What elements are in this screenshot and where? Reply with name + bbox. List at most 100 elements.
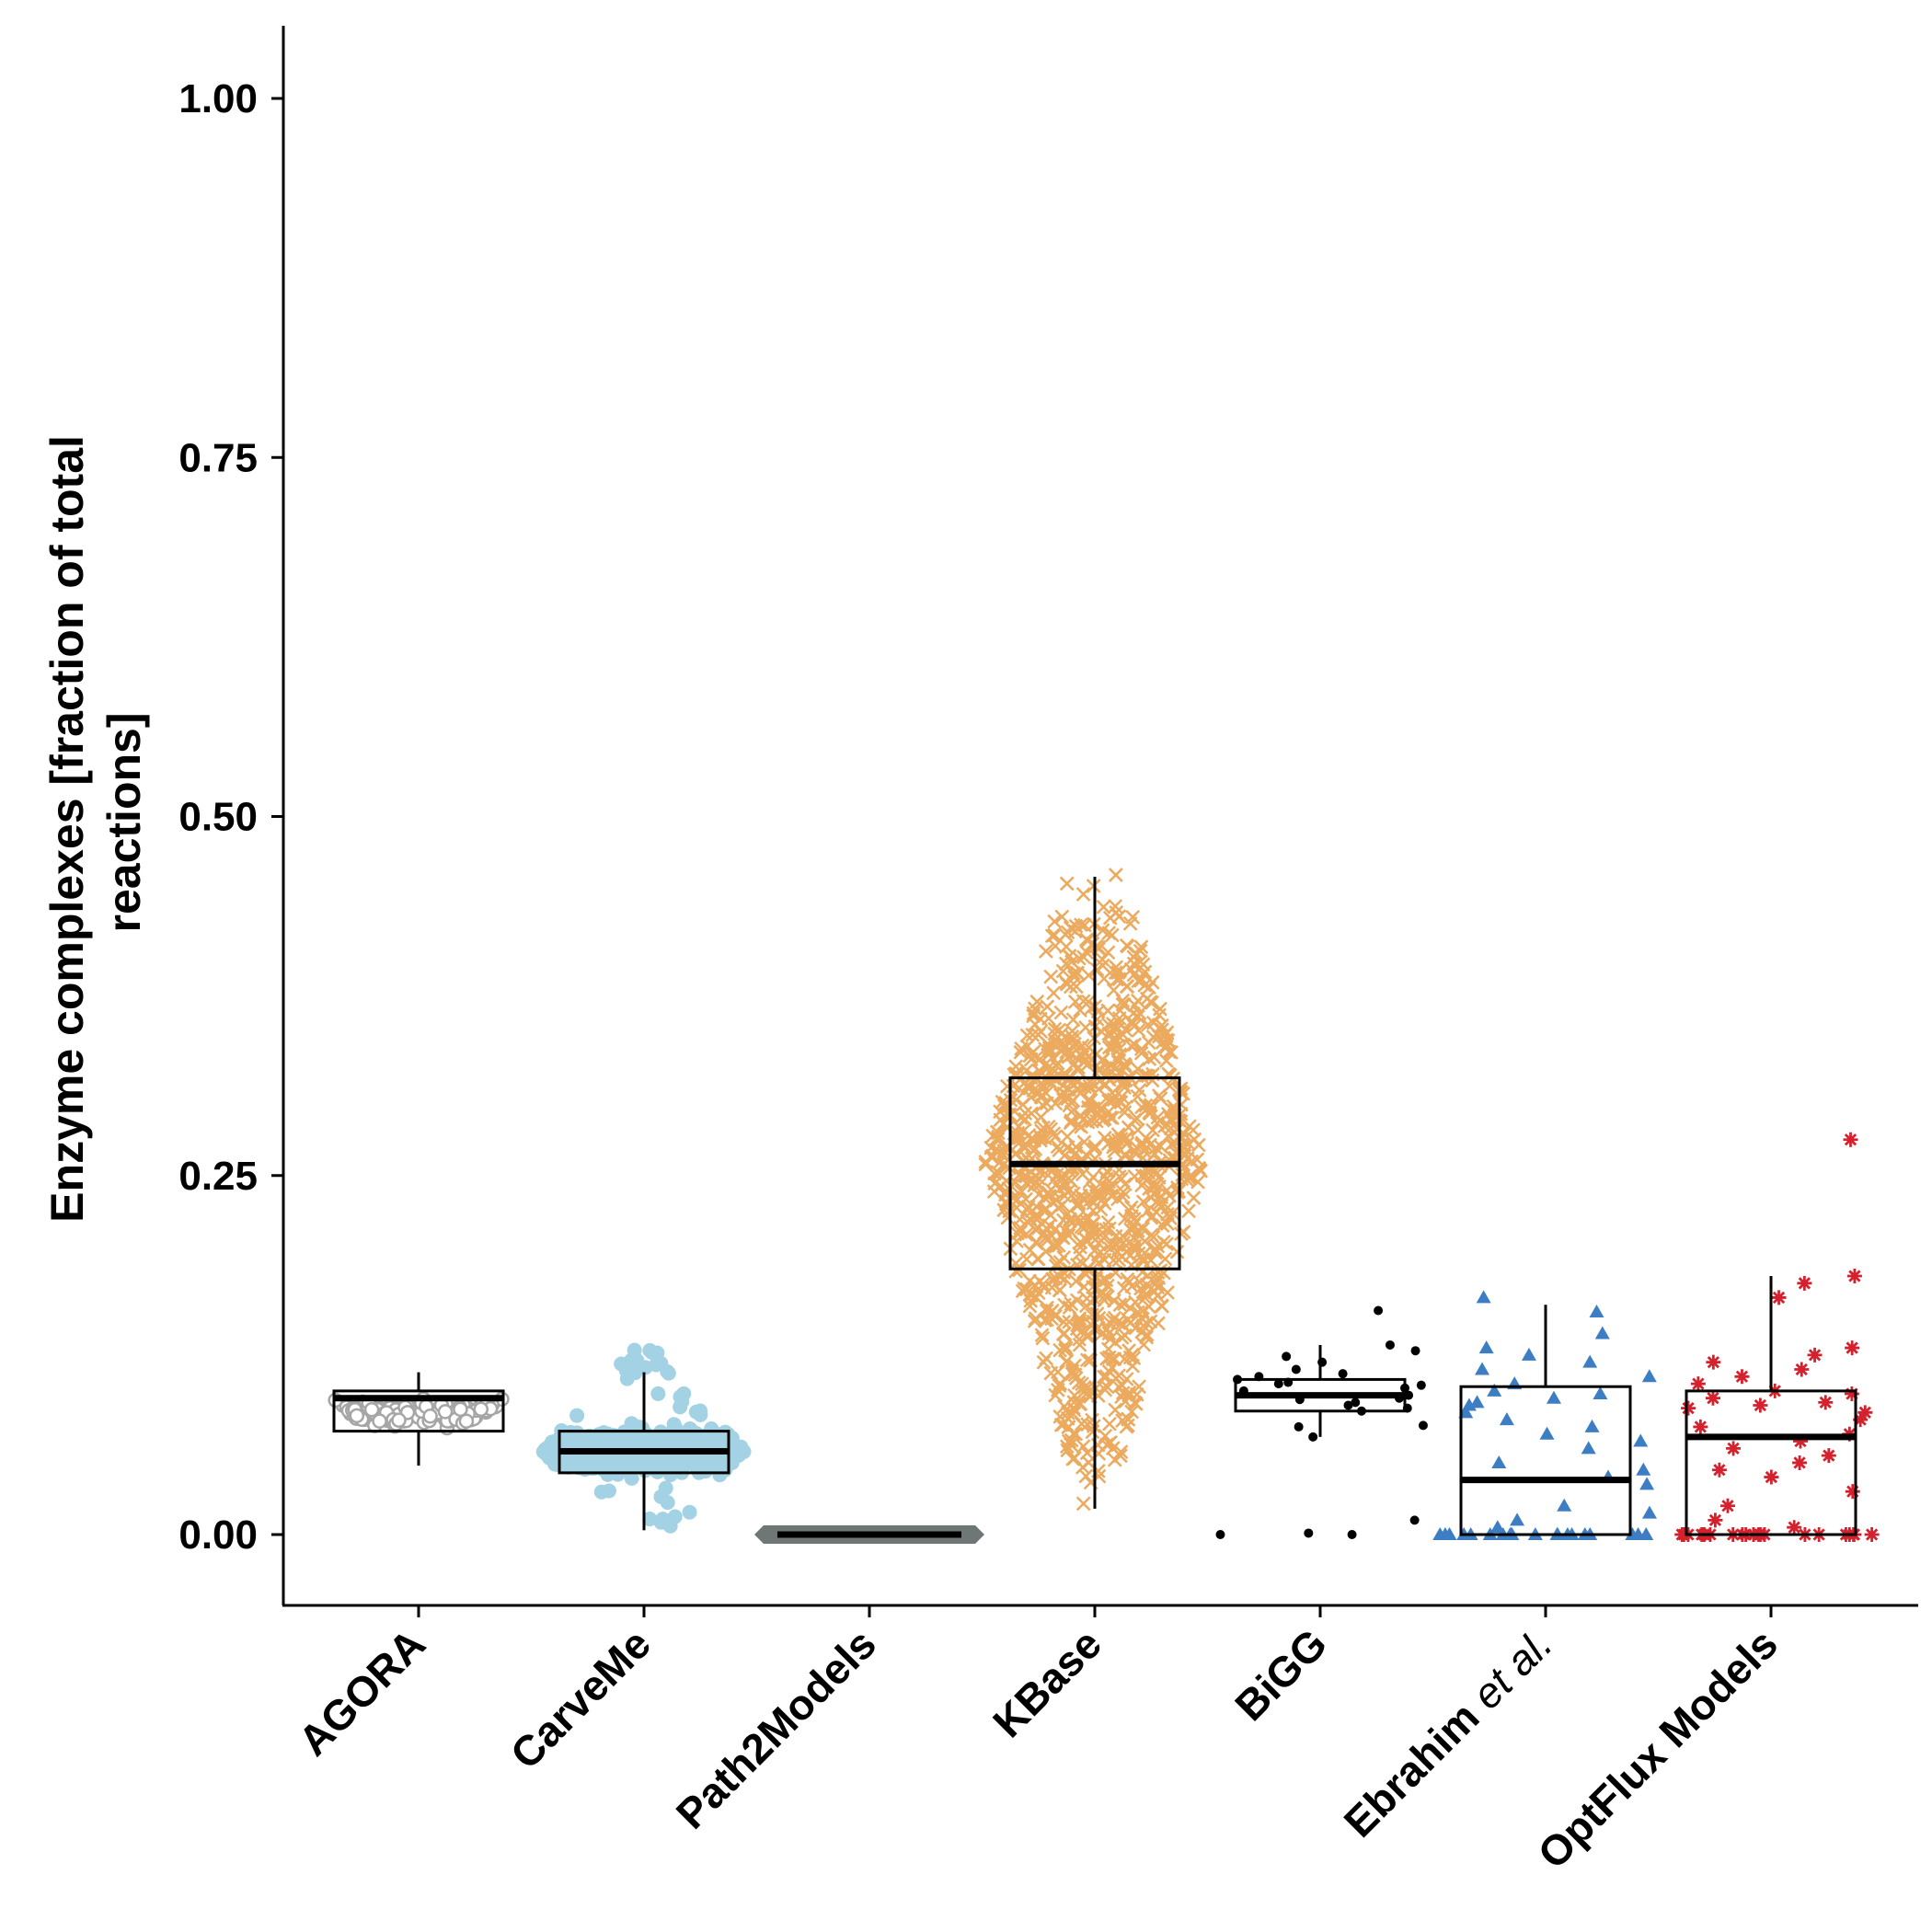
data-point: [422, 1409, 438, 1424]
data-point: [1126, 949, 1142, 965]
data-point: [1076, 1134, 1092, 1150]
data-point: [1582, 1354, 1598, 1368]
data-point: [1639, 1527, 1654, 1540]
data-point: [1037, 1190, 1052, 1205]
data-point: [987, 1176, 1003, 1191]
data-point: [1048, 938, 1063, 954]
data-point: [1173, 1081, 1189, 1097]
data-point: [1181, 1203, 1196, 1219]
data-point: [1273, 1379, 1283, 1389]
data-point: [1102, 1241, 1118, 1257]
data-point: [1157, 1251, 1173, 1267]
data-point: [1385, 1340, 1395, 1350]
x-tick-label: Path2Models: [667, 1619, 885, 1837]
data-point: [1169, 1244, 1185, 1259]
data-point: [1625, 1527, 1640, 1540]
data-point: [1047, 1129, 1063, 1144]
data-point: [1133, 1041, 1149, 1056]
data-point: [1044, 928, 1060, 944]
data-point: [653, 1514, 669, 1530]
boxplot-ebrahim: [1459, 1305, 1632, 1536]
data-point: [992, 1156, 1006, 1170]
data-point: [1120, 1271, 1135, 1287]
data-point: [1125, 1006, 1141, 1021]
axes: [282, 26, 1918, 1607]
data-point: [1010, 1191, 1025, 1207]
data-point: [1031, 1052, 1047, 1068]
data-point: [1047, 914, 1063, 929]
data-point: [1088, 1113, 1104, 1129]
y-tick-label: 0.75: [178, 435, 258, 480]
data-point: [1000, 1120, 1015, 1135]
data-point: [1143, 1137, 1157, 1153]
data-point: [1098, 1068, 1112, 1084]
data-point: [1040, 1221, 1055, 1236]
data-point: [662, 1467, 678, 1483]
data-point: [1174, 1226, 1189, 1241]
data-point: [1081, 1380, 1096, 1395]
data-point: [1114, 1316, 1130, 1331]
data-point: [1108, 1402, 1123, 1418]
data-point: [1132, 1083, 1147, 1098]
data-point: [1124, 1279, 1140, 1294]
data-point: [1019, 1175, 1034, 1190]
data-point: [1057, 1326, 1072, 1341]
data-point: [1096, 899, 1111, 914]
y-ticks: 0.00 0.25 0.50 0.75 1.00: [178, 76, 283, 1558]
data-point: [1080, 1417, 1095, 1432]
data-point: [1787, 1520, 1802, 1535]
data-point: [453, 1401, 468, 1418]
data-point: [1374, 1305, 1384, 1316]
data-point: [1807, 1347, 1823, 1363]
data-point: [1126, 1018, 1142, 1034]
data-point: [1036, 1354, 1052, 1370]
data-point: [1115, 1190, 1131, 1204]
data-point: [1416, 1380, 1426, 1390]
data-point: [1853, 1412, 1869, 1428]
data-point: [1025, 1027, 1041, 1042]
data-point: [1127, 1037, 1143, 1052]
data-point: [559, 1435, 575, 1451]
data-point: [626, 1352, 641, 1368]
data-point: [1109, 972, 1124, 987]
data-point: [1033, 1110, 1049, 1125]
box-iqr: [332, 1389, 505, 1433]
data-point: [1693, 1419, 1708, 1434]
data-point: [1126, 1241, 1142, 1257]
data-point: [1030, 1209, 1046, 1225]
data-point: [1117, 1211, 1133, 1226]
data-point: [1291, 1364, 1301, 1374]
data-point: [1060, 1443, 1075, 1458]
boxplot-kbase: [1008, 877, 1181, 1509]
data-point: [682, 1504, 697, 1520]
data-point: [991, 1144, 1006, 1159]
data-point: [1169, 1145, 1184, 1161]
data-point: [1068, 918, 1084, 934]
data-point: [1215, 1530, 1225, 1539]
data-point: [1028, 1311, 1043, 1327]
data-point: [1085, 1307, 1099, 1323]
data-point: [1705, 1390, 1720, 1406]
data-point: [1641, 1505, 1657, 1519]
data-point: [1089, 1306, 1105, 1321]
x-tick-label-text: AGORA: [289, 1619, 434, 1765]
data-point: [1052, 1378, 1067, 1394]
data-point: [1048, 1271, 1064, 1286]
x-tick-label-text: BiGG: [1225, 1619, 1336, 1730]
data-point: [1111, 1379, 1126, 1395]
data-point: [1086, 1280, 1100, 1294]
data-point: [1080, 933, 1096, 949]
data-point: [1060, 1140, 1075, 1155]
data-point: [1013, 1110, 1029, 1125]
data-point: [349, 1408, 365, 1424]
data-point: [1019, 1251, 1034, 1267]
data-point: [1146, 1050, 1162, 1065]
data-point: [1099, 1164, 1115, 1179]
data-point: [1072, 1337, 1087, 1352]
data-point: [1075, 1049, 1090, 1064]
data-point: [1075, 887, 1091, 902]
data-point: [1082, 1078, 1098, 1094]
data-point: [1594, 1326, 1610, 1340]
data-point: [614, 1356, 629, 1372]
data-point: [609, 1457, 625, 1473]
